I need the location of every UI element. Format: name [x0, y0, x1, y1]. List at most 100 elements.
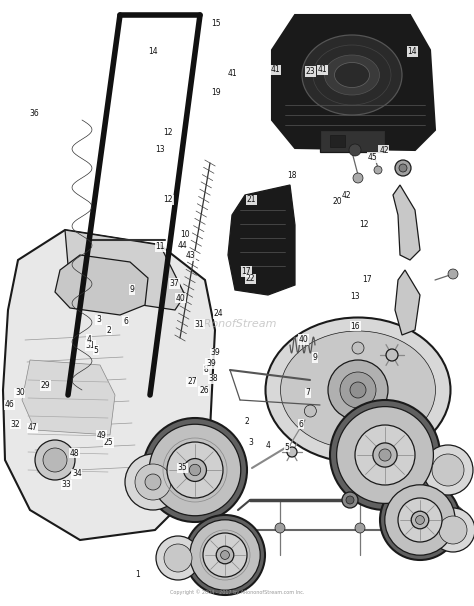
Circle shape: [439, 516, 467, 544]
Circle shape: [353, 173, 363, 183]
Circle shape: [379, 449, 391, 461]
Text: 5: 5: [93, 346, 98, 355]
Circle shape: [156, 536, 200, 580]
Circle shape: [431, 508, 474, 552]
Ellipse shape: [265, 318, 450, 462]
Text: 17: 17: [242, 267, 251, 276]
Circle shape: [386, 349, 398, 361]
Circle shape: [432, 454, 464, 486]
Circle shape: [328, 360, 388, 420]
Text: 12: 12: [164, 196, 173, 204]
Text: 6: 6: [123, 317, 128, 325]
Circle shape: [143, 418, 247, 522]
Text: 41: 41: [271, 65, 281, 74]
Circle shape: [395, 160, 411, 176]
Ellipse shape: [302, 35, 402, 115]
Circle shape: [135, 464, 171, 500]
Circle shape: [411, 511, 429, 529]
Circle shape: [337, 407, 433, 504]
Text: 36: 36: [29, 110, 39, 118]
Text: 2: 2: [107, 326, 111, 335]
Text: 7: 7: [306, 388, 310, 397]
Polygon shape: [393, 185, 420, 260]
Text: 44: 44: [178, 241, 187, 250]
Circle shape: [349, 144, 361, 156]
Circle shape: [220, 551, 229, 559]
Text: 23: 23: [306, 67, 315, 76]
Circle shape: [416, 516, 424, 524]
Text: 26: 26: [199, 387, 209, 395]
Text: 34: 34: [72, 470, 82, 478]
Circle shape: [425, 523, 435, 533]
Text: 45: 45: [367, 153, 377, 162]
Text: 27: 27: [187, 378, 197, 386]
Text: 15: 15: [211, 19, 220, 27]
Text: 37: 37: [170, 279, 179, 288]
Circle shape: [149, 424, 241, 516]
Text: 24: 24: [213, 310, 223, 318]
Text: 3: 3: [96, 316, 101, 324]
Circle shape: [43, 448, 67, 472]
Circle shape: [183, 459, 207, 481]
Text: 4: 4: [87, 335, 91, 344]
Text: 40: 40: [175, 294, 185, 302]
Text: 33: 33: [62, 481, 71, 489]
Ellipse shape: [335, 62, 370, 87]
Text: 39: 39: [211, 348, 220, 357]
Text: Copyright © 2004 - 2017 by ARononofStream.com Inc.: Copyright © 2004 - 2017 by ARononofStrea…: [170, 589, 304, 595]
Circle shape: [167, 442, 223, 498]
Text: 9: 9: [313, 353, 318, 362]
Text: 40: 40: [299, 335, 308, 344]
Text: 13: 13: [155, 145, 165, 154]
Text: 42: 42: [379, 146, 389, 155]
Circle shape: [448, 269, 458, 279]
Circle shape: [398, 498, 442, 542]
Text: 12: 12: [359, 220, 369, 228]
Circle shape: [423, 445, 473, 495]
Circle shape: [216, 546, 234, 564]
Text: 4: 4: [265, 441, 270, 450]
Text: 38: 38: [209, 375, 218, 383]
Text: 11: 11: [155, 242, 165, 251]
Circle shape: [189, 464, 201, 476]
Text: 1: 1: [135, 570, 140, 579]
Polygon shape: [55, 255, 148, 315]
Polygon shape: [228, 185, 295, 295]
Circle shape: [352, 342, 364, 354]
Circle shape: [185, 515, 265, 595]
Text: 39: 39: [206, 359, 216, 368]
Text: 18: 18: [287, 171, 296, 180]
Text: 41: 41: [318, 65, 327, 74]
Circle shape: [287, 447, 297, 457]
Circle shape: [35, 440, 75, 480]
Circle shape: [342, 492, 358, 508]
Polygon shape: [65, 230, 185, 310]
Text: 3: 3: [249, 438, 254, 447]
Circle shape: [346, 496, 354, 504]
Ellipse shape: [281, 331, 436, 449]
Bar: [320, 130, 385, 152]
Text: 32: 32: [10, 420, 20, 428]
Text: 8: 8: [204, 365, 209, 374]
Polygon shape: [22, 360, 115, 435]
Circle shape: [164, 544, 192, 572]
Text: 46: 46: [5, 401, 14, 409]
Circle shape: [400, 405, 411, 417]
Text: 31: 31: [194, 320, 204, 328]
Text: 12: 12: [164, 128, 173, 136]
Text: 49: 49: [97, 431, 107, 439]
Text: 21: 21: [246, 196, 256, 204]
Circle shape: [380, 480, 460, 560]
Text: 42: 42: [341, 191, 351, 199]
Text: 13: 13: [350, 293, 359, 301]
Text: 20: 20: [333, 197, 342, 205]
Circle shape: [350, 382, 366, 398]
Text: 16: 16: [351, 322, 360, 330]
Text: 17: 17: [363, 276, 372, 284]
Text: 31: 31: [85, 341, 95, 350]
Circle shape: [190, 520, 260, 590]
Text: 2: 2: [244, 417, 249, 425]
Circle shape: [330, 400, 440, 510]
Circle shape: [373, 443, 397, 467]
Text: 22: 22: [246, 275, 255, 283]
